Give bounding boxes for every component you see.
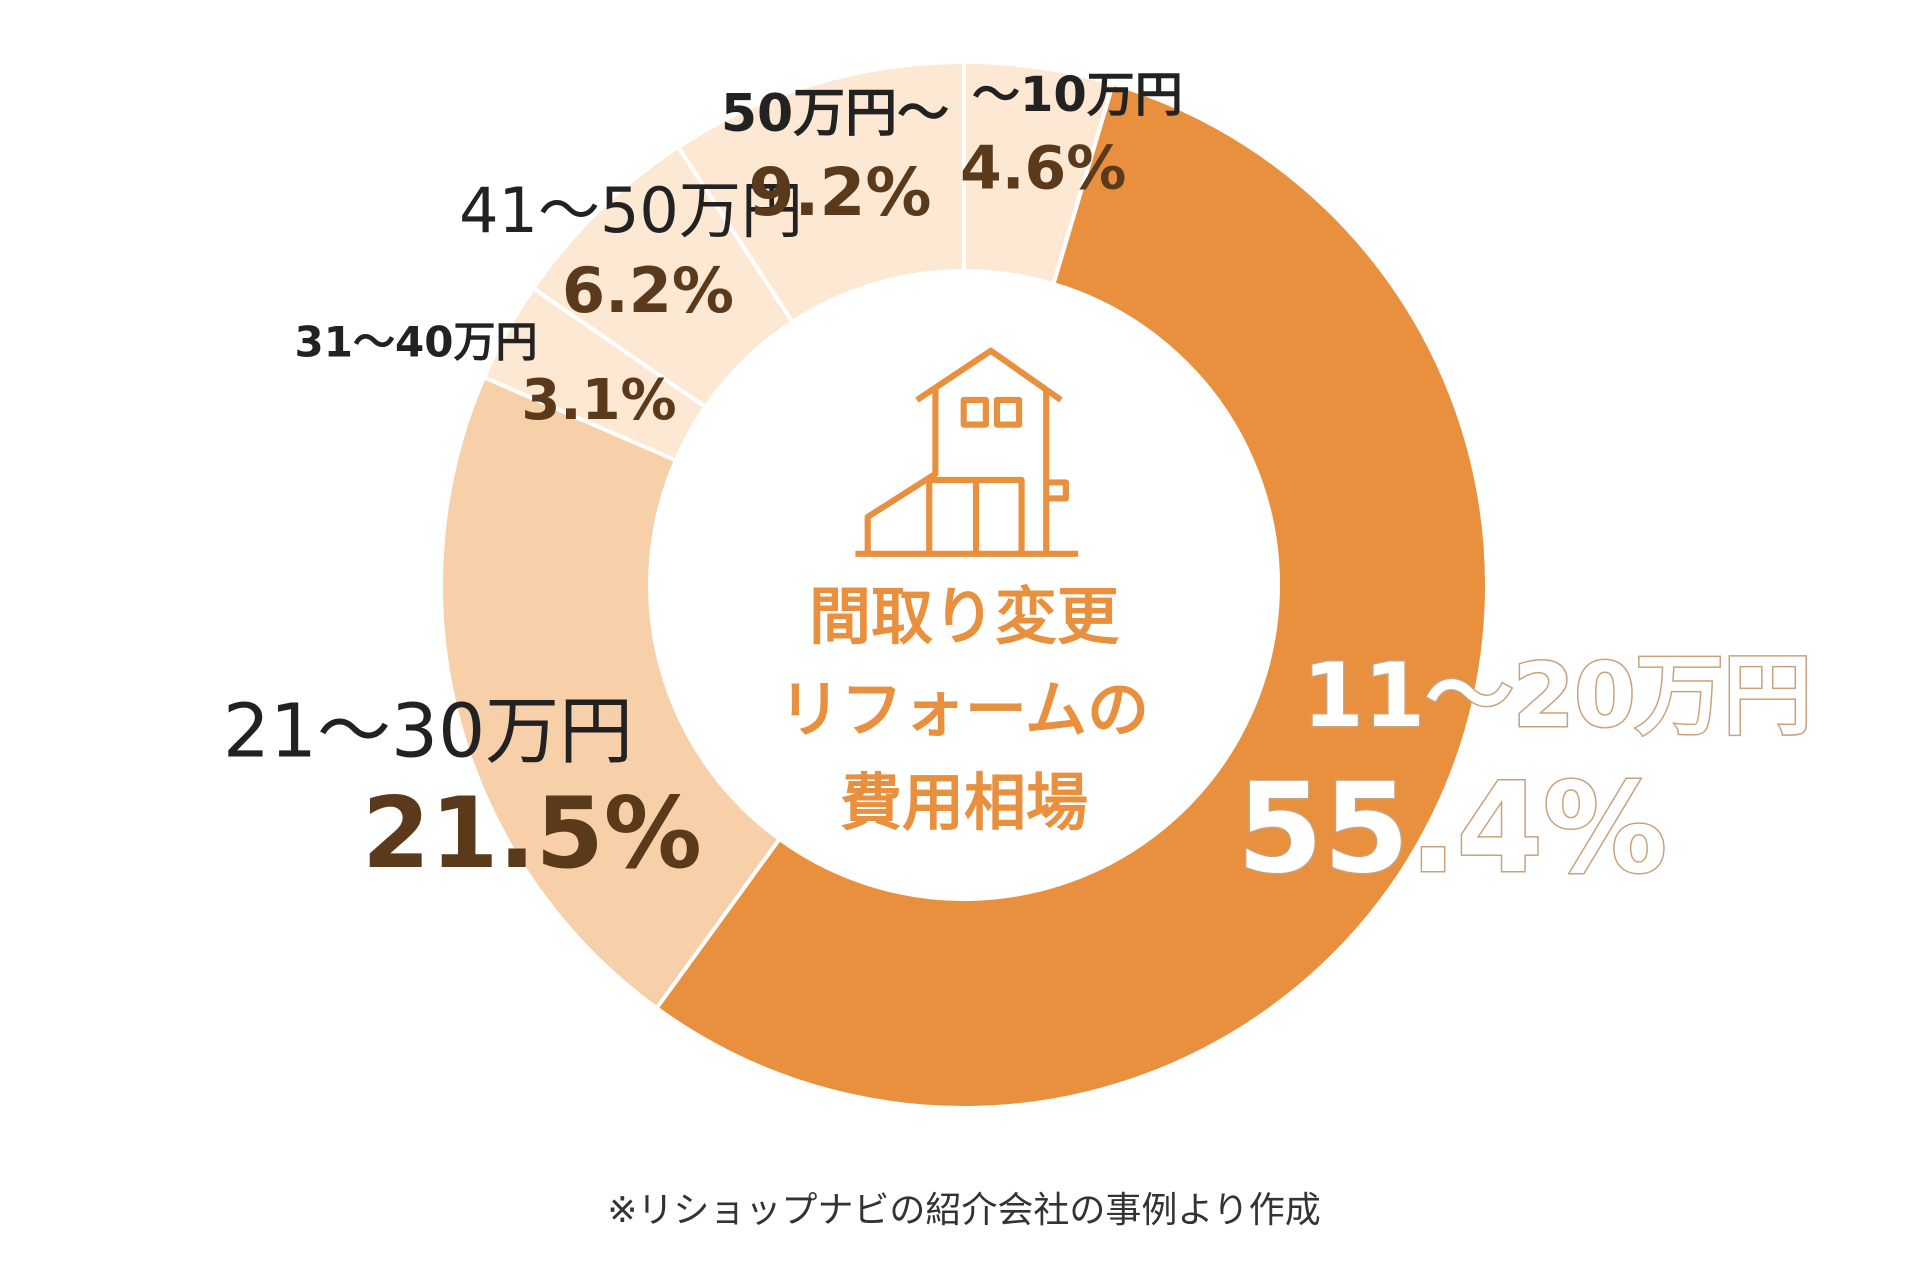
center-text: 間取り変更: [809, 580, 1120, 653]
slice: [653, 81, 1489, 1110]
value-label: 6.2%: [562, 254, 734, 327]
center-text: リフォームの: [779, 673, 1149, 746]
category-label: ～10万円: [972, 67, 1183, 123]
footnote: ※リショップナビの紹介会社の事例より作成: [607, 1190, 1320, 1231]
value-label: 3.1%: [521, 368, 676, 433]
category-label: 11～20万円: [1303, 644, 1812, 747]
slice: [675, 59, 966, 325]
value-label: 55.4%: [1237, 757, 1667, 901]
house-icon: [855, 347, 1079, 557]
value-label: 4.6%: [960, 134, 1126, 204]
value-label: 9.2%: [748, 154, 931, 231]
center-text: 費用相場: [840, 766, 1088, 839]
value-label: 21.5%: [362, 777, 702, 891]
category-label: 31～40万円: [295, 318, 538, 367]
category-label: 41～50万円: [459, 174, 803, 247]
donut: [439, 59, 1489, 1110]
category-label: 50万円～: [721, 84, 949, 144]
category-label: 21～30万円: [223, 689, 633, 775]
slice: [439, 374, 783, 1011]
